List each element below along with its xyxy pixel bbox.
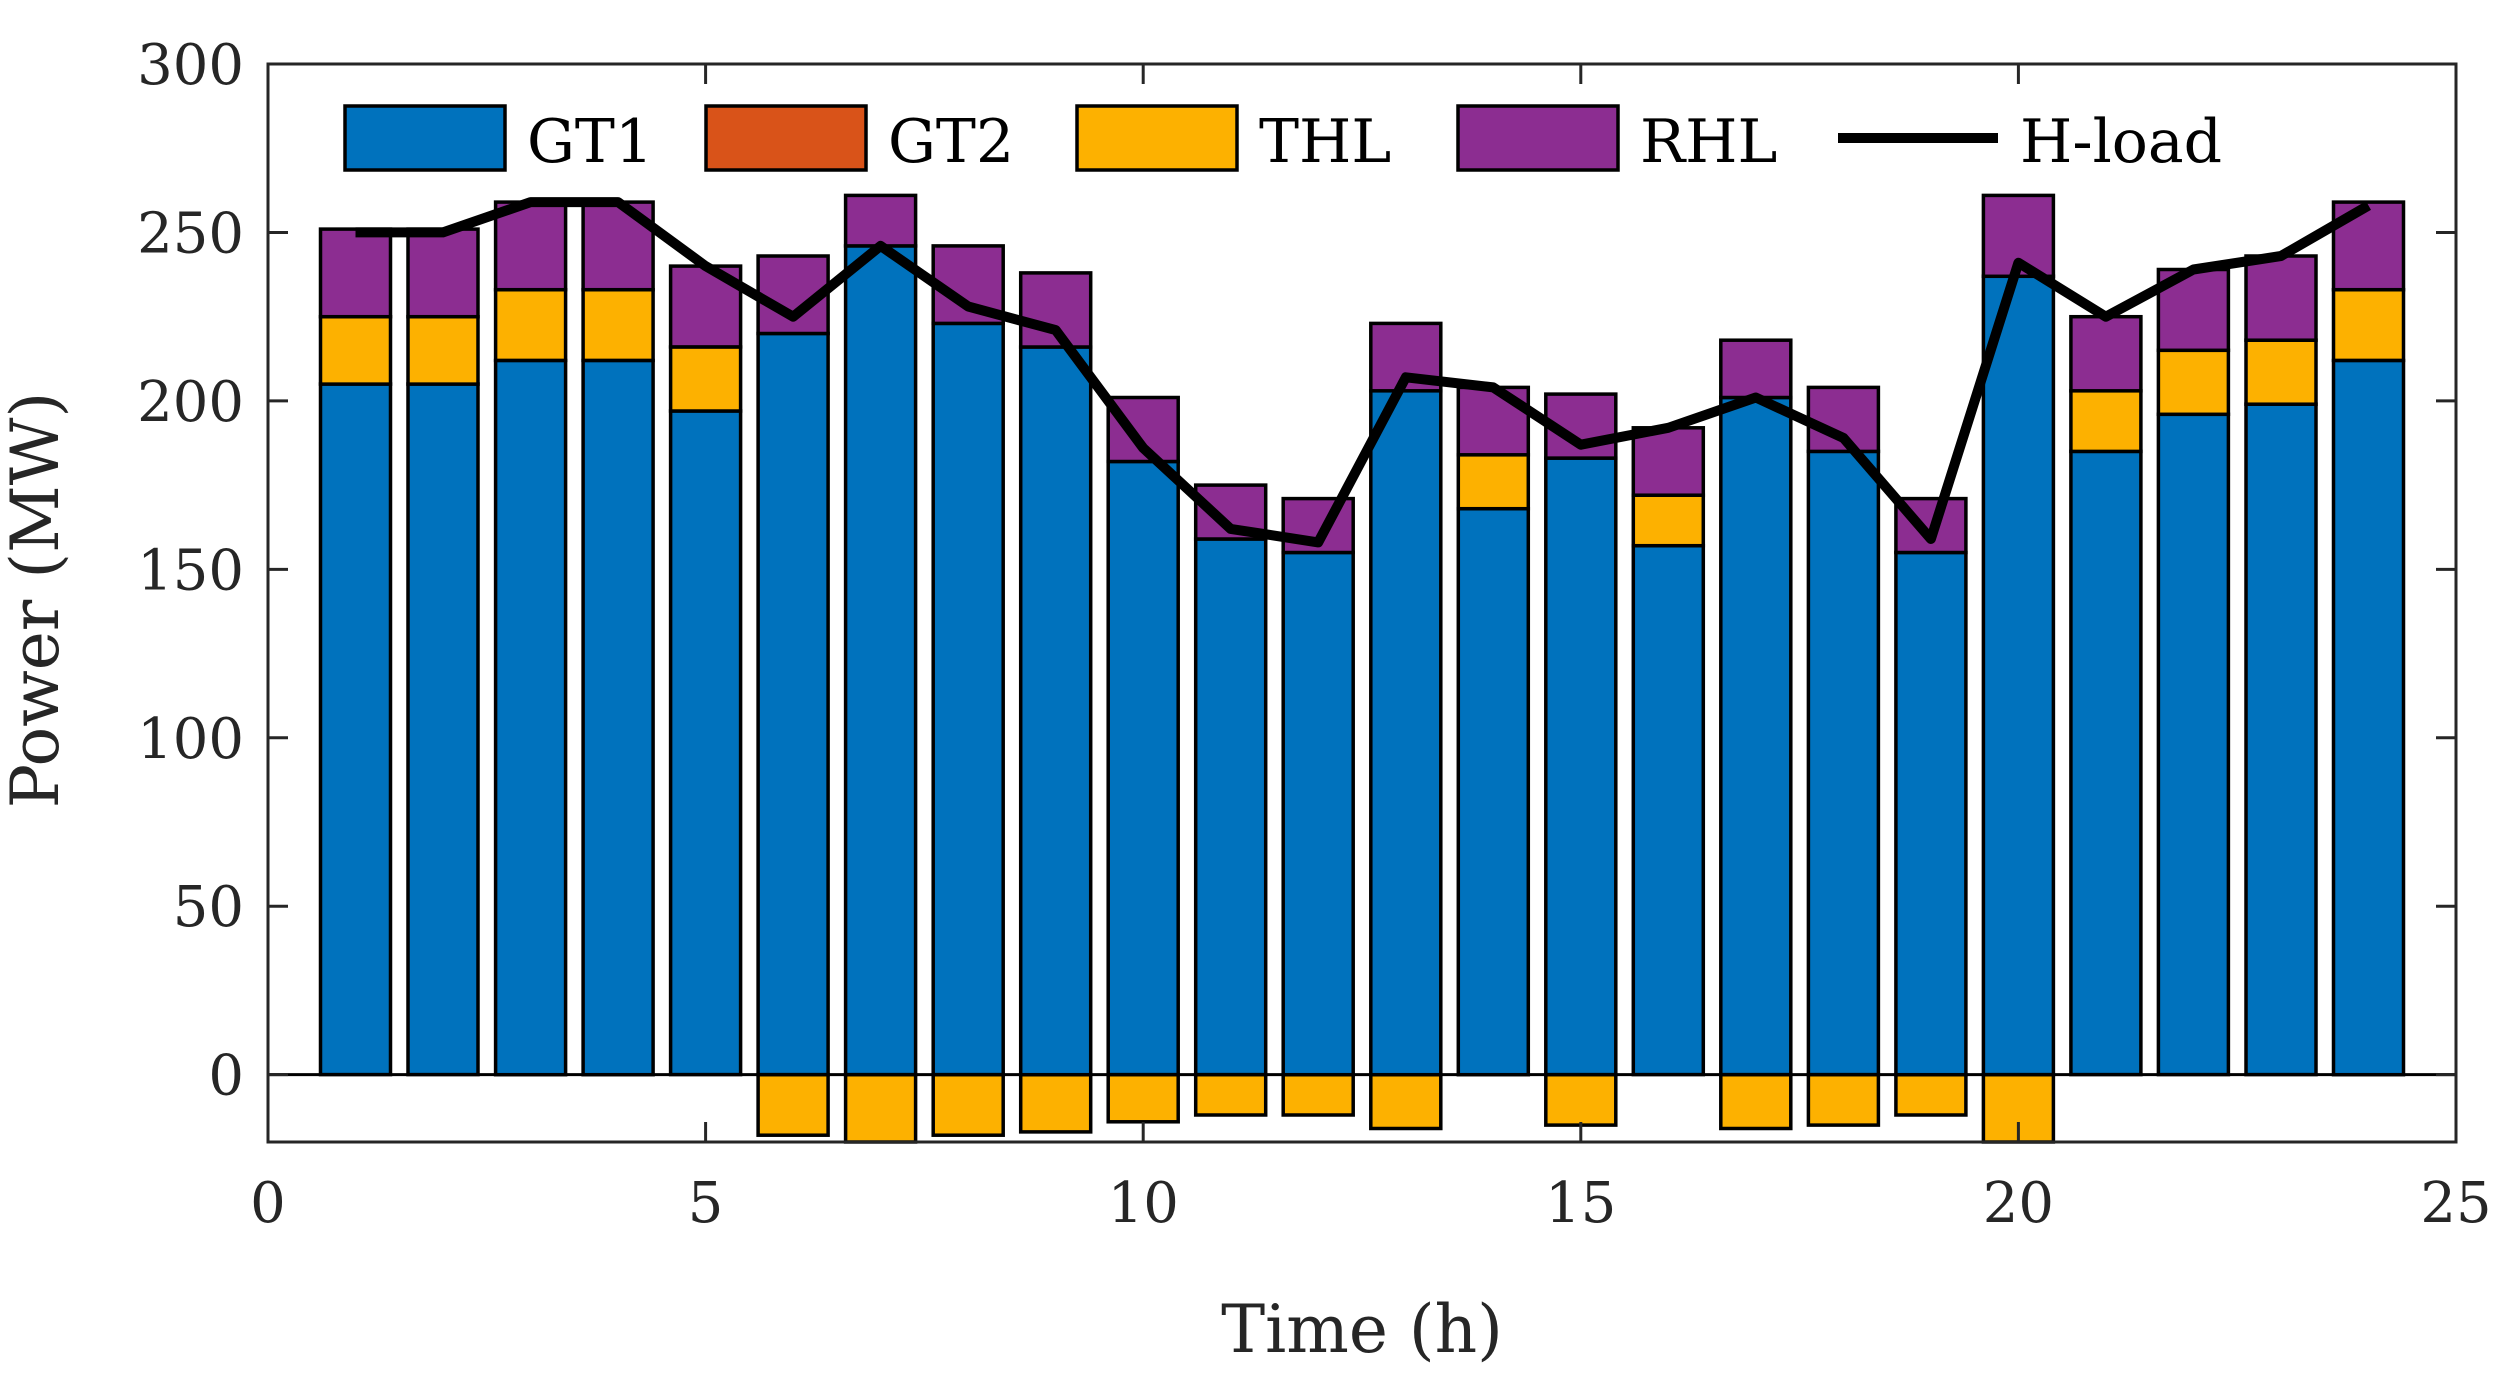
bar-gt1-t1 bbox=[318, 382, 393, 1077]
bar-thl-t12 bbox=[1281, 1072, 1355, 1117]
x-tick-label: 25 bbox=[2420, 1171, 2491, 1236]
y-tick-label: 50 bbox=[173, 875, 244, 940]
bar-rhl-t7 bbox=[843, 193, 918, 248]
bar-thl-t18 bbox=[1806, 1072, 1881, 1127]
y-tick-label: 100 bbox=[137, 707, 244, 772]
bar-rhl-t17 bbox=[1719, 338, 1793, 400]
legend-label-rhl: RHL bbox=[1640, 107, 1777, 177]
bar-gt1-t16 bbox=[1631, 543, 1706, 1077]
bar-thl-t19 bbox=[1894, 1072, 1968, 1117]
y-tick-label: 0 bbox=[208, 1044, 244, 1109]
bar-gt1-t20 bbox=[1981, 274, 2056, 1077]
bar-thl-t21 bbox=[2069, 389, 2143, 454]
bar-gt1-t15 bbox=[1544, 456, 1618, 1077]
bar-thl-t9 bbox=[1018, 1072, 1093, 1134]
x-tick-label: 10 bbox=[1108, 1171, 1179, 1236]
bar-gt1-t7 bbox=[843, 244, 918, 1077]
legend-label-gt2: GT2 bbox=[888, 107, 1014, 177]
bar-rhl-t1 bbox=[318, 227, 393, 319]
legend-label-h-load: H-load bbox=[2020, 107, 2222, 177]
load-line-layer bbox=[355, 197, 2371, 548]
bar-thl-t13 bbox=[1369, 1072, 1443, 1131]
bar-gt1-t9 bbox=[1018, 345, 1093, 1077]
bar-gt1-t4 bbox=[581, 358, 655, 1077]
bar-gt1-t17 bbox=[1719, 395, 1793, 1077]
positive-bars-layer bbox=[318, 193, 2406, 1077]
bar-thl-t8 bbox=[931, 1072, 1005, 1137]
bar-thl-t15 bbox=[1544, 1072, 1618, 1127]
bar-thl-t23 bbox=[2244, 338, 2318, 406]
bar-rhl-t3 bbox=[493, 200, 568, 292]
axes-box bbox=[266, 62, 2458, 1144]
bar-thl-t22 bbox=[2156, 348, 2231, 417]
bar-gt1-t2 bbox=[406, 382, 480, 1077]
bar-gt1-t23 bbox=[2244, 402, 2318, 1077]
bar-gt1-t6 bbox=[756, 331, 830, 1077]
bar-gt1-t24 bbox=[2331, 358, 2406, 1077]
y-tick-label: 150 bbox=[137, 538, 244, 603]
y-tick-label: 200 bbox=[137, 370, 244, 435]
bar-rhl-t16 bbox=[1631, 426, 1706, 497]
x-tick-label: 20 bbox=[1983, 1171, 2054, 1236]
legend-swatch-gt2 bbox=[704, 104, 868, 172]
bar-thl-t4 bbox=[581, 287, 655, 363]
legend: GT1 GT2 THL RHL H-load bbox=[343, 104, 2222, 177]
bar-gt1-t21 bbox=[2069, 449, 2143, 1077]
bar-thl-t11 bbox=[1193, 1072, 1268, 1117]
bar-rhl-t21 bbox=[2069, 314, 2143, 393]
bar-gt1-t11 bbox=[1193, 537, 1268, 1077]
bar-thl-t2 bbox=[406, 314, 480, 386]
bar-gt1-t8 bbox=[931, 321, 1005, 1077]
bar-gt1-t5 bbox=[668, 409, 743, 1077]
bar-gt1-t22 bbox=[2156, 412, 2231, 1077]
legend-label-thl: THL bbox=[1259, 107, 1391, 177]
bar-gt1-t13 bbox=[1369, 389, 1443, 1077]
legend-swatch-thl bbox=[1075, 104, 1239, 172]
bar-gt1-t12 bbox=[1281, 550, 1355, 1077]
bar-thl-t1 bbox=[318, 314, 393, 386]
x-tick-label: 5 bbox=[688, 1171, 724, 1236]
bar-thl-t24 bbox=[2331, 287, 2406, 363]
bar-thl-t16 bbox=[1631, 493, 1706, 548]
bar-thl-t14 bbox=[1456, 453, 1531, 511]
h-load-line bbox=[355, 197, 2371, 548]
y-tick-label: 300 bbox=[137, 33, 244, 98]
x-tick-label: 0 bbox=[250, 1171, 286, 1236]
legend-swatch-gt1 bbox=[343, 104, 507, 172]
x-tick-label: 15 bbox=[1545, 1171, 1616, 1236]
axes-layer: 0 50 100 150 200 250 300 0 5 10 15 20 25 bbox=[137, 33, 2492, 1236]
bar-gt1-t3 bbox=[493, 358, 568, 1077]
legend-label-gt1: GT1 bbox=[527, 107, 653, 177]
bar-rhl-t2 bbox=[406, 227, 480, 319]
bar-gt1-t10 bbox=[1106, 459, 1180, 1077]
y-axis-label: Power (MW) bbox=[0, 392, 74, 808]
bar-thl-t6 bbox=[756, 1072, 830, 1137]
bar-gt1-t19 bbox=[1894, 550, 1968, 1077]
bar-thl-t7 bbox=[843, 1072, 918, 1144]
bar-gt1-t14 bbox=[1456, 506, 1531, 1077]
x-axis-label: Time (h) bbox=[1221, 1291, 1503, 1368]
bar-gt1-t18 bbox=[1806, 449, 1881, 1077]
bar-thl-t17 bbox=[1719, 1072, 1793, 1131]
bar-thl-t3 bbox=[493, 287, 568, 363]
bar-rhl-t23 bbox=[2244, 254, 2318, 342]
negative-bars-layer bbox=[756, 1072, 2056, 1144]
bar-rhl-t5 bbox=[668, 264, 743, 349]
legend-swatch-rhl bbox=[1456, 104, 1620, 172]
bar-thl-t5 bbox=[668, 345, 743, 413]
bar-thl-t10 bbox=[1106, 1072, 1180, 1124]
y-tick-label: 250 bbox=[137, 201, 244, 266]
